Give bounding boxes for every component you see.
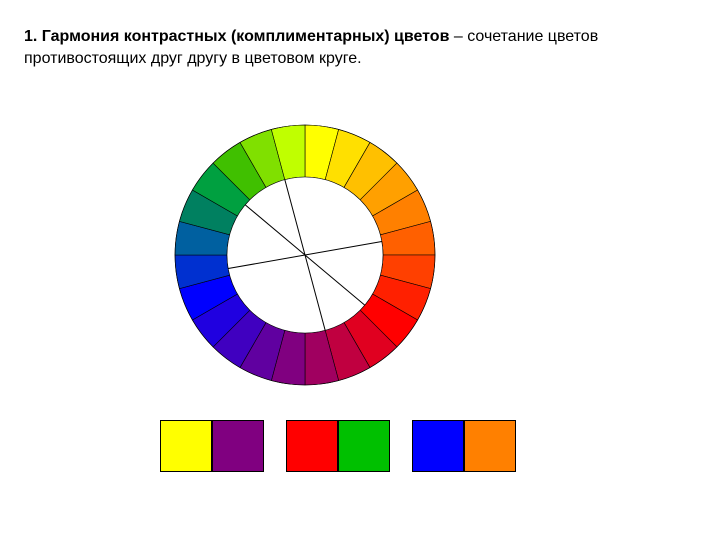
color-wheel <box>160 110 450 400</box>
swatch <box>338 420 390 472</box>
swatch-pair <box>160 420 264 472</box>
page: 1. Гармония контрастных (комплиментарных… <box>0 0 720 540</box>
swatch <box>160 420 212 472</box>
swatch <box>286 420 338 472</box>
swatch-pair <box>412 420 516 472</box>
swatch <box>212 420 264 472</box>
color-wheel-svg <box>160 110 450 400</box>
heading: 1. Гармония контрастных (комплиментарных… <box>24 26 696 69</box>
swatch <box>412 420 464 472</box>
heading-bold: 1. Гармония контрастных (комплиментарных… <box>24 28 449 45</box>
swatch-pair <box>286 420 390 472</box>
swatch <box>464 420 516 472</box>
complementary-swatches <box>160 420 516 472</box>
